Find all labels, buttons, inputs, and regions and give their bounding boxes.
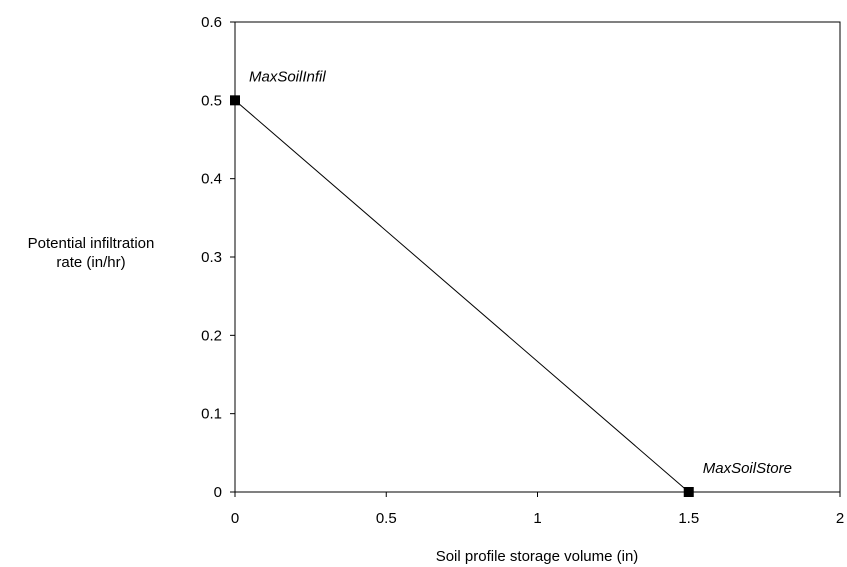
data-point-marker — [683, 487, 694, 497]
y-axis-tick-labels: 0 0.1 0.2 0.3 0.4 0.5 0.6 — [201, 14, 222, 501]
y-tick-label: 0.2 — [201, 327, 222, 344]
series-lines — [234, 99, 690, 493]
y-tick-label: 0.5 — [201, 92, 222, 109]
x-tick-label: 0.5 — [376, 510, 397, 527]
y-axis-title-line-1: Potential infiltration — [28, 235, 155, 252]
plot-area — [234, 21, 841, 493]
y-axis-title-line-2: rate (in/hr) — [56, 254, 125, 271]
series-markers — [230, 95, 694, 497]
x-axis-ticks — [234, 492, 841, 497]
x-tick-label: 0 — [231, 510, 239, 527]
x-tick-label: 2 — [836, 510, 844, 527]
point-annotations: MaxSoilInfil MaxSoilStore — [249, 68, 792, 477]
data-point-marker — [230, 95, 240, 106]
y-tick-label: 0.3 — [201, 249, 222, 266]
x-axis-title: Soil profile storage volume (in) — [436, 548, 639, 565]
y-tick-label: 0.1 — [201, 406, 222, 423]
y-tick-label: 0 — [214, 484, 222, 501]
y-tick-label: 0.4 — [201, 171, 222, 188]
x-tick-label: 1.5 — [678, 510, 699, 527]
point-annotation-label: MaxSoilInfil — [249, 68, 326, 85]
y-tick-label: 0.6 — [201, 14, 222, 31]
series-line — [234, 99, 690, 493]
y-axis-ticks — [230, 21, 235, 493]
x-axis-tick-labels: 0 0.5 1 1.5 2 — [231, 510, 844, 527]
point-annotation-label: MaxSoilStore — [703, 460, 792, 477]
x-tick-label: 1 — [533, 510, 541, 527]
